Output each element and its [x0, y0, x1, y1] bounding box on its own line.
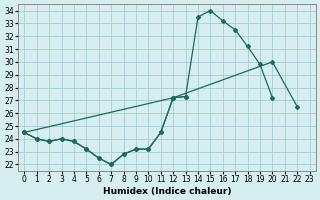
X-axis label: Humidex (Indice chaleur): Humidex (Indice chaleur)	[103, 187, 231, 196]
